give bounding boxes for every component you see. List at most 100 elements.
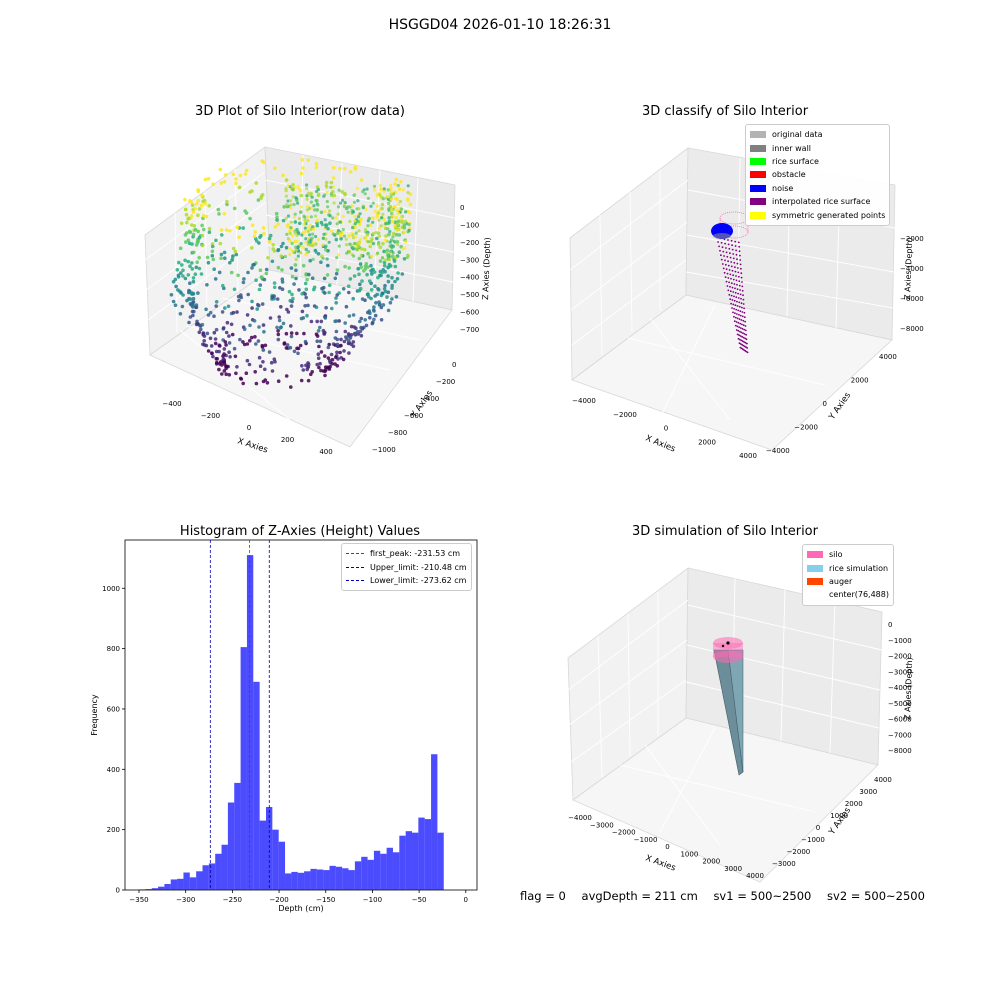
histogram-bar: [431, 754, 438, 890]
classify-legend-item: obstacle: [750, 168, 885, 181]
histogram-y-tick-3: 600: [107, 705, 120, 713]
sim-z-tick-6: −6000: [888, 716, 912, 724]
raw-z-tick-1: −100: [460, 221, 479, 229]
cls-z-tick-2: −6000: [900, 295, 924, 303]
classify-legend-item: noise: [750, 182, 885, 195]
histogram-xlabel: Depth (cm): [278, 904, 323, 913]
raw-plot-title: 3D Plot of Silo Interior(row data): [195, 104, 405, 119]
classify-shapes: [711, 211, 749, 354]
raw-y-tick-1: −800: [388, 429, 407, 437]
histogram-bar: [215, 853, 222, 890]
simulation-plot-title: 3D simulation of Silo Interior: [632, 524, 818, 539]
sim-z-tick-0: 0: [888, 621, 892, 629]
histogram-y-tick-2: 400: [107, 766, 120, 774]
histogram-legend: first_peak: -231.53 cm Upper_limit: -210.…: [341, 543, 472, 592]
histogram-bar: [361, 856, 368, 890]
raw-y-tick-0: −1000: [372, 446, 396, 454]
histogram-y-tick-1: 200: [107, 826, 120, 834]
histogram-legend-swatch: [346, 553, 364, 555]
figure-title: HSGGD04 2026-01-10 18:26:31: [388, 17, 612, 33]
histogram-chart: −350 −300 −250 −200 −150 −100 −50 0 0 200 400 600 80…: [90, 539, 478, 913]
classify-legend-swatch: [750, 157, 766, 165]
simulation-legend-swatch: [807, 551, 823, 559]
histogram-x-tick-1: −300: [176, 896, 195, 904]
histogram-bar: [259, 820, 266, 890]
histogram-x-tick-5: −100: [363, 896, 382, 904]
sim-y-tick-4: 1000: [830, 812, 848, 820]
sim-z-tick-1: −1000: [888, 637, 912, 645]
sim-y-tick-3: 0: [816, 824, 820, 832]
sim-x-tick-5: 1000: [680, 850, 698, 858]
histogram-bar: [278, 841, 286, 890]
histogram-bar: [418, 817, 425, 890]
histogram-bar: [380, 853, 387, 890]
sim-x-tick-7: 3000: [724, 865, 742, 873]
raw-z-tick-3: −300: [460, 256, 479, 264]
histogram-bar: [145, 889, 152, 890]
cls-x-tick-1: −2000: [613, 411, 637, 419]
sim-y-tick-7: 4000: [874, 776, 892, 784]
simulation-legend-swatch: [807, 591, 823, 599]
raw-z-tick-6: −600: [460, 309, 479, 317]
classify-legend-swatch: [750, 131, 766, 139]
histogram-legend-item: Upper_limit: -210.48 cm: [346, 560, 467, 573]
cls-y-tick-3: 2000: [851, 377, 869, 385]
sim-x-tick-6: 2000: [702, 858, 720, 866]
cls-z-tick-0: −2000: [900, 235, 924, 243]
histogram-bar: [316, 869, 324, 890]
simulation-legend: silo rice simulation auger center(76,488): [802, 544, 894, 606]
classify-legend-swatch: [750, 184, 766, 192]
sv2-value: sv2 = 500~2500: [827, 889, 925, 903]
histogram-bar: [227, 802, 235, 890]
histogram-legend-swatch: [346, 579, 364, 581]
histogram-bar: [329, 865, 336, 890]
histogram-legend-item: first_peak: -231.53 cm: [346, 547, 467, 560]
histogram-x-tick-4: −150: [316, 896, 335, 904]
histogram-y-tick-4: 800: [107, 645, 120, 653]
raw-x-tick-2: 0: [247, 424, 251, 432]
classify-legend-label: symmetric generated points: [772, 210, 886, 220]
histogram-bar: [208, 863, 216, 890]
histogram-bar: [196, 871, 203, 890]
cls-x-tick-4: 4000: [739, 452, 757, 460]
histogram-bar: [399, 835, 406, 890]
cls-y-tick-4: 4000: [879, 353, 897, 361]
sim-y-tick-6: 3000: [859, 788, 877, 796]
simulation-3d: −4000−3000−2000−100001000200030004000−30…: [567, 567, 914, 883]
classify-legend-item: inner wall: [750, 141, 885, 154]
histogram-bar: [354, 861, 362, 890]
classify-zlabel: Z Axies (Depth): [903, 237, 914, 300]
simulation-legend-item: rice simulation: [807, 561, 889, 574]
histogram-bar: [202, 865, 209, 890]
simulation-legend-label: silo: [829, 550, 843, 560]
histogram-bar: [164, 883, 171, 890]
histogram-x-tick-7: 0: [464, 896, 468, 904]
histogram-bar: [272, 829, 279, 890]
histogram-legend-swatch: [346, 566, 364, 568]
classify-legend-swatch: [750, 198, 766, 206]
histogram-bar: [297, 872, 305, 890]
raw-y-tick-4: −200: [436, 378, 455, 386]
sim-x-tick-3: −1000: [634, 836, 658, 844]
classify-legend-swatch: [750, 144, 766, 152]
histogram-bar: [151, 888, 159, 890]
simulation-shapes: [713, 637, 744, 776]
histogram-bar: [158, 886, 165, 890]
sim-x-tick-0: −4000: [568, 814, 592, 822]
sim-y-tick-1: −2000: [787, 848, 811, 856]
histogram-x-tick-0: −350: [129, 896, 148, 904]
sim-x-tick-8: 4000: [746, 872, 764, 880]
histogram-bar: [342, 868, 349, 890]
sim-z-tick-8: −8000: [888, 747, 912, 755]
sim-x-tick-1: −3000: [590, 821, 614, 829]
simulation-zlabel: Z Axies (Depth): [903, 657, 914, 720]
histogram-bar: [189, 877, 197, 890]
histogram-bar: [285, 873, 292, 890]
histogram-legend-item: Lower_limit: -273.62 cm: [346, 574, 467, 587]
classify-legend-item: original data: [750, 128, 885, 141]
raw-x-tick-4: 400: [319, 448, 332, 456]
histogram-bar: [310, 868, 317, 890]
raw-y-tick-3: −400: [420, 395, 439, 403]
classify-legend-label: interpolated rice surface: [772, 197, 871, 207]
histogram-y-tick-0: 0: [116, 887, 120, 895]
